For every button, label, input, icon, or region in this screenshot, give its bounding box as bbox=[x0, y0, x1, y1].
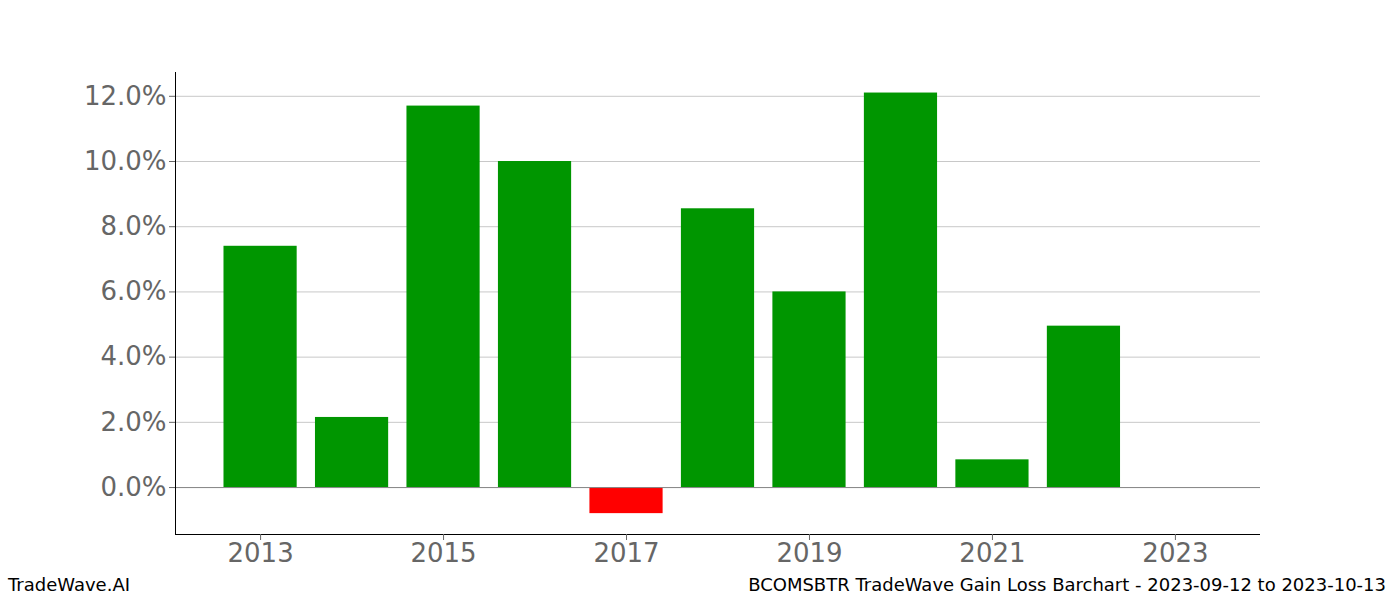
svg-text:2017: 2017 bbox=[593, 538, 659, 568]
html-text:BCOMSBTR TradeWave Gain Loss B: BCOMSBTR TradeWave Gain Loss Barchart - … bbox=[748, 574, 1386, 595]
svg-text:2.0%: 2.0% bbox=[100, 407, 166, 437]
svg-text:8.0%: 8.0% bbox=[100, 211, 166, 241]
svg-text:2015: 2015 bbox=[410, 538, 476, 568]
html-text:TradeWave.AI: TradeWave.AI bbox=[8, 574, 130, 595]
svg-text:4.0%: 4.0% bbox=[100, 341, 166, 371]
svg-text:2019: 2019 bbox=[776, 538, 842, 568]
svg-text:12.0%: 12.0% bbox=[84, 81, 167, 111]
svg-text:0.0%: 0.0% bbox=[100, 472, 166, 502]
svg-text:10.0%: 10.0% bbox=[84, 146, 167, 176]
svg-text:2021: 2021 bbox=[959, 538, 1025, 568]
svg-text:6.0%: 6.0% bbox=[100, 276, 166, 306]
svg-text:2023: 2023 bbox=[1142, 538, 1208, 568]
svg-text:2013: 2013 bbox=[227, 538, 293, 568]
